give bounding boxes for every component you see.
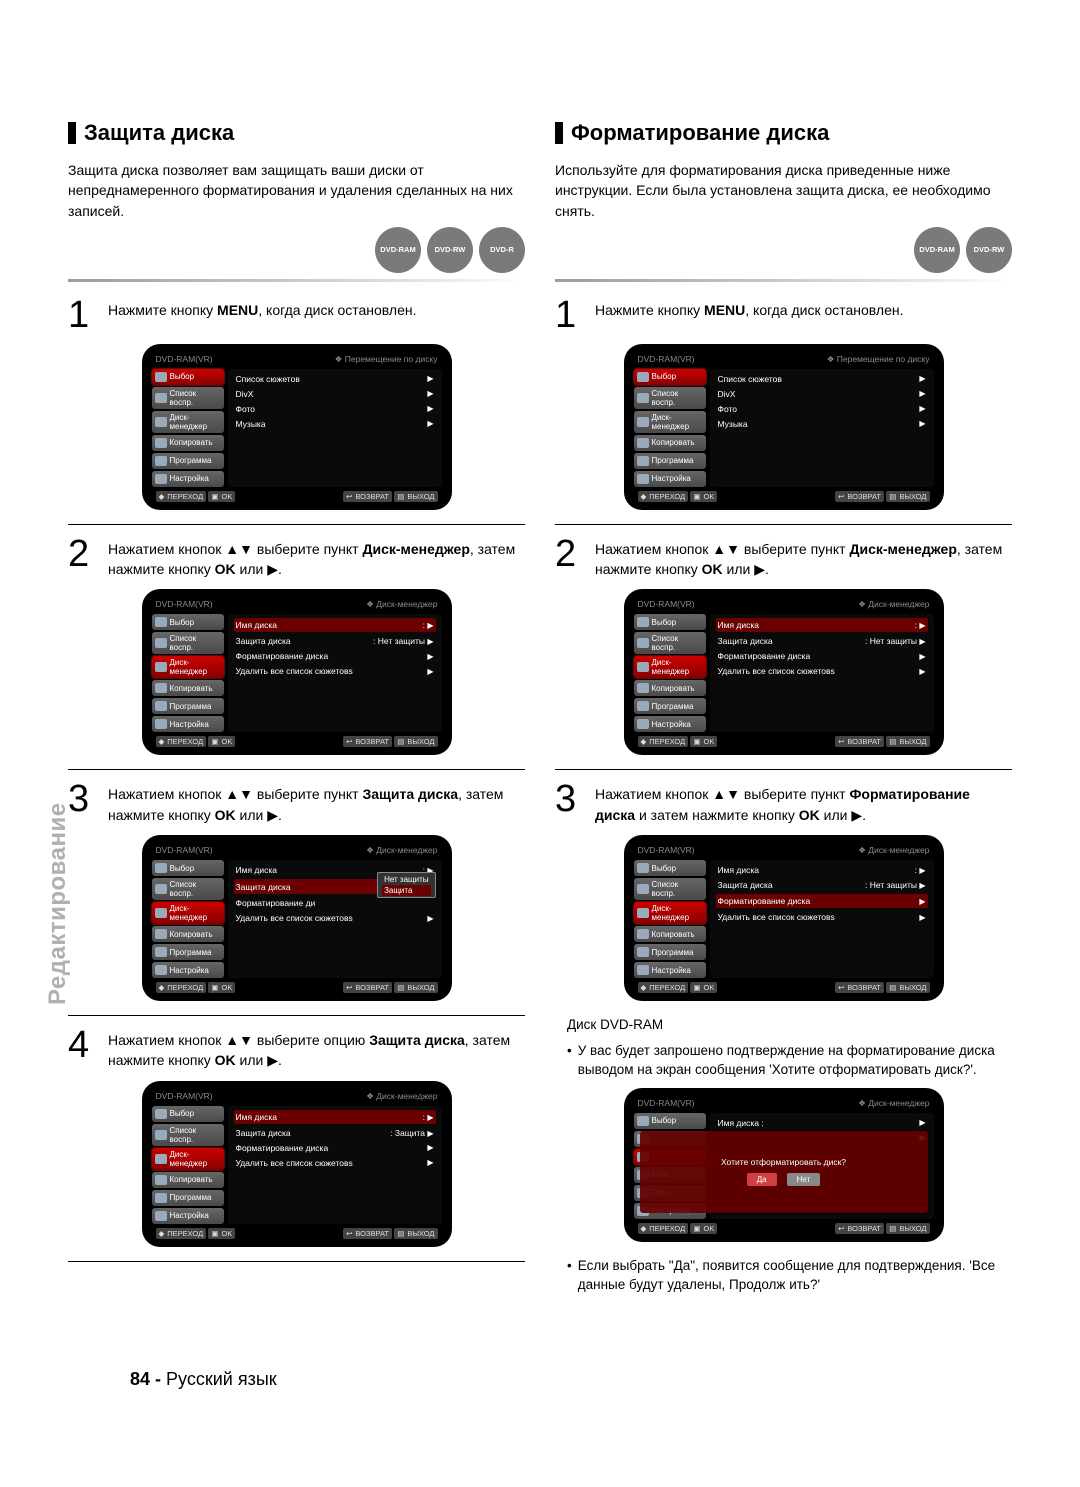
right-step-1: 1 Нажмите кнопку MENU, когда диск остано… xyxy=(555,296,1012,334)
right-step-3: 3 Нажатием кнопок ▲▼ выберите пункт Форм… xyxy=(555,780,1012,825)
right-tv-1: DVD-RAM(VR)❖ Перемещение по диску Выбор … xyxy=(624,344,944,510)
bullet-1: У вас будет запрошено подтверждение на ф… xyxy=(567,1041,1012,1080)
disc-rw-icon: DVD-RW xyxy=(427,227,473,273)
step-text: Нажатием кнопок ▲▼ выберите пункт Диск-м… xyxy=(108,535,525,580)
step-number: 3 xyxy=(68,780,98,825)
thin-divider xyxy=(68,769,525,770)
tv-main: Список сюжетов▶ DivX▶ Фото▶ Музыка▶ xyxy=(228,369,442,487)
step-number: 4 xyxy=(68,1026,98,1071)
left-tv-4: DVD-RAM(VR)❖ Диск-менеджер Выбор Список … xyxy=(142,1081,452,1247)
thin-divider xyxy=(68,524,525,525)
dvd-ram-sub: Диск DVD-RAM xyxy=(567,1015,1012,1035)
step-text: Нажмите кнопку MENU, когда диск остановл… xyxy=(595,296,904,334)
page-footer: 84 - Русский язык xyxy=(0,1359,1080,1430)
divider xyxy=(68,279,525,282)
disc-r-icon: DVD-R xyxy=(479,227,525,273)
thin-divider xyxy=(68,1015,525,1016)
left-section-title: Защита диска xyxy=(68,120,525,146)
dialog-no-button: Нет xyxy=(787,1173,821,1186)
dialog-yes-button: Да xyxy=(747,1173,777,1186)
left-column: Защита диска Защита диска позволяет вам … xyxy=(68,120,525,1299)
right-tv-4: DVD-RAM(VR)❖ Диск-менеджер Выбор Копи Пр… xyxy=(624,1088,944,1242)
right-section-title: Форматирование диска xyxy=(555,120,1012,146)
right-intro: Используйте для форматирования диска при… xyxy=(555,160,1012,221)
left-step-3: 3 Нажатием кнопок ▲▼ выберите пункт Защи… xyxy=(68,780,525,825)
left-step-4: 4 Нажатием кнопок ▲▼ выберите опцию Защи… xyxy=(68,1026,525,1071)
right-tv-3: DVD-RAM(VR)❖ Диск-менеджер Выбор Список … xyxy=(624,835,944,1001)
side-tab-label: Редактирование xyxy=(44,802,72,1005)
step-text: Нажатием кнопок ▲▼ выберите пункт Формат… xyxy=(595,780,1012,825)
disc-ram-icon: DVD-RAM xyxy=(914,227,960,273)
thin-divider xyxy=(68,1261,525,1262)
thin-divider xyxy=(555,524,1012,525)
left-tv-3: DVD-RAM(VR)❖ Диск-менеджер Выбор Список … xyxy=(142,835,452,1001)
step-number: 3 xyxy=(555,780,585,825)
disc-ram-icon: DVD-RAM xyxy=(375,227,421,273)
disc-icons-right: DVD-RAM DVD-RW xyxy=(555,227,1012,273)
right-tv-2: DVD-RAM(VR)❖ Диск-менеджер Выбор Список … xyxy=(624,589,944,755)
tv-sidebar: Выбор Список воспр. Диск-менеджер Копиро… xyxy=(152,369,224,487)
manual-page: Редактирование Защита диска Защита диска… xyxy=(0,0,1080,1359)
step-text: Нажатием кнопок ▲▼ выберите опцию Защита… xyxy=(108,1026,525,1071)
step-number: 2 xyxy=(555,535,585,580)
left-step-2: 2 Нажатием кнопок ▲▼ выберите пункт Диск… xyxy=(68,535,525,580)
bullet-2: Если выбрать "Да", появится сообщение дл… xyxy=(567,1256,1012,1295)
step-text: Нажатием кнопок ▲▼ выберите пункт Диск-м… xyxy=(595,535,1012,580)
step-number: 1 xyxy=(68,296,98,334)
step-text: Нажмите кнопку MENU, когда диск остановл… xyxy=(108,296,417,334)
dialog-text: Хотите отформатировать диск? xyxy=(721,1157,846,1167)
step-text: Нажатием кнопок ▲▼ выберите пункт Защита… xyxy=(108,780,525,825)
disc-rw-icon: DVD-RW xyxy=(966,227,1012,273)
right-column: Форматирование диска Используйте для фор… xyxy=(555,120,1012,1299)
right-step-2: 2 Нажатием кнопок ▲▼ выберите пункт Диск… xyxy=(555,535,1012,580)
disc-icons-left: DVD-RAM DVD-RW DVD-R xyxy=(68,227,525,273)
left-step-1: 1 Нажмите кнопку MENU, когда диск остано… xyxy=(68,296,525,334)
left-intro: Защита диска позволяет вам защищать ваши… xyxy=(68,160,525,221)
step-number: 2 xyxy=(68,535,98,580)
left-tv-2: DVD-RAM(VR)❖ Диск-менеджер Выбор Список … xyxy=(142,589,452,755)
divider xyxy=(555,279,1012,282)
step-number: 1 xyxy=(555,296,585,334)
left-tv-1: DVD-RAM(VR)❖ Перемещение по диску Выбор … xyxy=(142,344,452,510)
format-dialog: Хотите отформатировать диск? Да Нет xyxy=(640,1131,928,1213)
thin-divider xyxy=(555,769,1012,770)
